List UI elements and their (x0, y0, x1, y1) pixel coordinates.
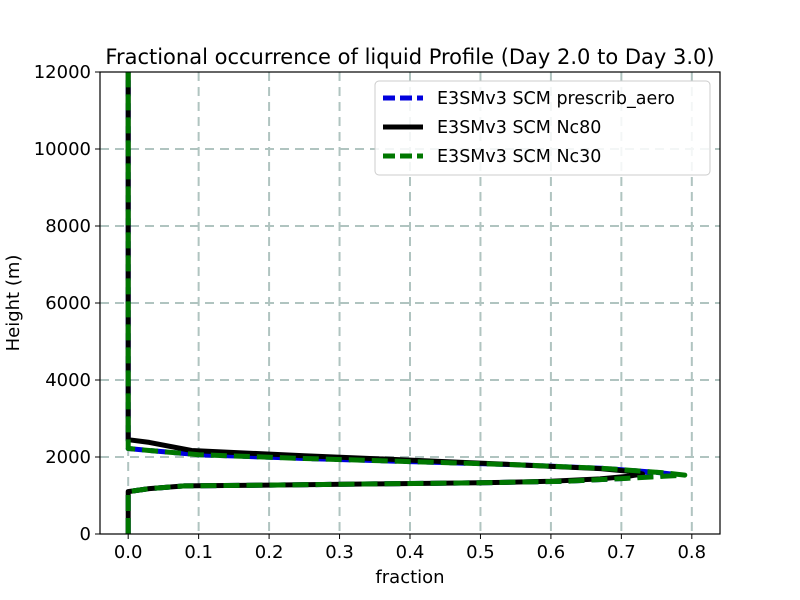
legend-label-nc80: E3SMv3 SCM Nc80 (437, 118, 601, 138)
series-line-nc30 (125, 72, 688, 534)
x-tick-label: 0.5 (466, 542, 495, 563)
x-tick-label: 0.6 (537, 542, 566, 563)
y-tick-label: 4000 (45, 370, 91, 391)
x-tick-label: 0.4 (396, 542, 425, 563)
x-tick-label: 0.0 (114, 542, 143, 563)
x-tick-label: 0.1 (184, 542, 213, 563)
x-tick-label: 0.2 (255, 542, 284, 563)
y-tick-label: 2000 (45, 447, 91, 468)
chart-title: Fractional occurrence of liquid Profile … (105, 45, 714, 69)
y-tick-label: 10000 (34, 139, 91, 160)
legend-label-nc30: E3SMv3 SCM Nc30 (437, 147, 601, 167)
x-tick-label: 0.8 (677, 542, 706, 563)
series-layer (125, 72, 688, 534)
y-tick-label: 0 (80, 524, 91, 545)
x-tick-label: 0.7 (607, 542, 636, 563)
ticks: 0.0 0.1 0.2 0.3 0.4 0.5 0.6 0.7 0.8 0 2000 4000 6000… (34, 62, 706, 563)
legend-box (374, 80, 711, 176)
legend: E3SMv3 SCM prescrib_aero E3SMv3 SCM Nc80… (374, 80, 711, 176)
x-tick-label: 0.3 (325, 542, 354, 563)
x-axis-label: fraction (375, 567, 444, 588)
legend-label-prescrib-aero: E3SMv3 SCM prescrib_aero (437, 89, 675, 109)
y-tick-label: 8000 (45, 216, 91, 237)
y-tick-label: 6000 (45, 293, 91, 314)
y-tick-label: 12000 (34, 62, 91, 83)
y-axis-label: Height (m) (3, 255, 24, 352)
